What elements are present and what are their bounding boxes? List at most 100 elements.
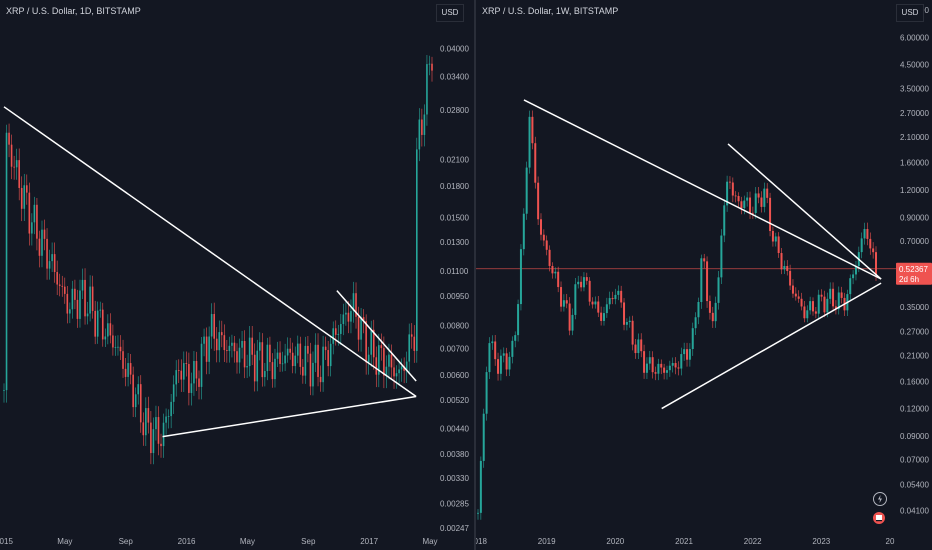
y-tick-label: 0.00330: [440, 474, 469, 483]
y-tick-label: 0.00950: [440, 292, 469, 301]
candle-body: [31, 222, 33, 234]
trendline: [661, 282, 882, 410]
candle-body: [837, 292, 840, 310]
currency-unit-button[interactable]: USD: [436, 4, 464, 22]
y-tick-label: 0.01300: [440, 238, 469, 247]
candle-body: [352, 293, 355, 312]
candle-body: [76, 299, 79, 319]
candle-body: [545, 240, 548, 250]
candle-body: [84, 279, 86, 317]
candle-body: [860, 238, 863, 253]
candle-body: [542, 234, 545, 241]
chart-panel-daily[interactable]: 0.04000 0.03400 0.02800 0.02100 0.01800 0.015…: [0, 0, 475, 550]
y-tick-label: 0.27000: [900, 328, 929, 337]
chart-panel-weekly[interactable]: 8.000006.000004.500003.500002.700002.100…: [476, 0, 932, 550]
x-tick-label: 2017: [360, 537, 378, 546]
y-tick-label: 0.01100: [440, 267, 469, 276]
candle-body: [763, 188, 766, 207]
candle-body: [400, 366, 403, 370]
candle-body: [591, 301, 594, 305]
candle-body: [117, 346, 119, 348]
candle-body: [304, 345, 307, 376]
y-tick-label: 0.35000: [900, 303, 929, 312]
lightning-icon[interactable]: [873, 492, 887, 506]
candle-body: [58, 284, 61, 286]
candle-body: [256, 350, 259, 382]
candle-body: [152, 429, 155, 454]
candle-body: [780, 253, 783, 270]
candle-body: [91, 286, 94, 311]
candle-body: [107, 323, 109, 337]
candle-body: [20, 187, 23, 209]
candle-body: [525, 167, 528, 214]
candle-body: [327, 350, 329, 367]
candle-body: [571, 314, 574, 331]
candle-body: [537, 182, 540, 220]
candle-body: [706, 261, 709, 302]
candle-body: [694, 317, 697, 329]
candle-body: [380, 345, 383, 349]
candle-body: [294, 355, 297, 367]
candle-body: [226, 350, 228, 351]
candle-body: [362, 317, 365, 322]
y-tick-label: 0.02100: [440, 155, 469, 164]
candle-body: [109, 323, 112, 336]
candle-body: [648, 357, 651, 364]
candle-body: [160, 443, 162, 447]
candle-body: [165, 416, 167, 423]
candle-body: [198, 378, 200, 387]
candle-body: [560, 287, 563, 307]
candle-body: [332, 328, 335, 344]
candle-body: [519, 249, 522, 305]
candle-body: [654, 372, 657, 374]
x-tick-label: Sep: [301, 537, 316, 546]
panel-divider[interactable]: [474, 0, 476, 550]
candle-body: [233, 342, 236, 352]
candle-body: [514, 335, 517, 341]
flag-icon[interactable]: [873, 512, 885, 524]
candle-body: [122, 351, 124, 369]
candle-body: [737, 196, 740, 202]
y-tick-label: 0.01800: [440, 182, 469, 191]
candle-body: [812, 301, 815, 312]
candle-body: [215, 338, 218, 351]
candle-body: [10, 144, 13, 167]
candle-body: [319, 376, 322, 383]
candle-body: [410, 334, 413, 337]
candle-body: [703, 258, 706, 262]
candle-body: [677, 367, 680, 369]
current-price-label: 0.52367: [899, 265, 928, 274]
candle-body: [208, 336, 210, 362]
candle-body: [817, 294, 820, 314]
candle-body: [416, 149, 418, 351]
candle-body: [643, 351, 646, 373]
trendline: [727, 143, 882, 280]
candle-body: [660, 363, 663, 368]
candle-body: [337, 333, 340, 335]
daily-chart-canvas[interactable]: 0.04000 0.03400 0.02800 0.02100 0.01800 0.015…: [0, 0, 475, 550]
x-tick-label: May: [240, 537, 255, 546]
candle-body: [390, 354, 393, 368]
weekly-chart-canvas[interactable]: 8.000006.000004.500003.500002.700002.100…: [476, 0, 932, 550]
candle-body: [614, 294, 617, 300]
candle-body: [205, 336, 208, 362]
candle-body: [183, 363, 185, 380]
candle-body: [620, 290, 623, 303]
x-tick-label: 2021: [675, 537, 693, 546]
currency-unit-button[interactable]: USD: [896, 4, 924, 22]
candle-body: [350, 311, 352, 322]
x-tick-label: 2023: [812, 537, 830, 546]
candle-body: [329, 343, 332, 367]
candle-body: [101, 309, 104, 340]
candle-body: [61, 285, 64, 287]
candle-body: [826, 298, 829, 313]
candle-body: [114, 347, 117, 348]
candle-body: [680, 354, 683, 369]
candle-body: [66, 293, 69, 314]
y-tick-label: 0.16000: [900, 377, 929, 386]
candle-body: [228, 345, 231, 351]
candle-body: [508, 356, 511, 370]
candle-body: [155, 417, 157, 430]
candle-body: [754, 193, 757, 213]
candle-body: [505, 353, 508, 370]
